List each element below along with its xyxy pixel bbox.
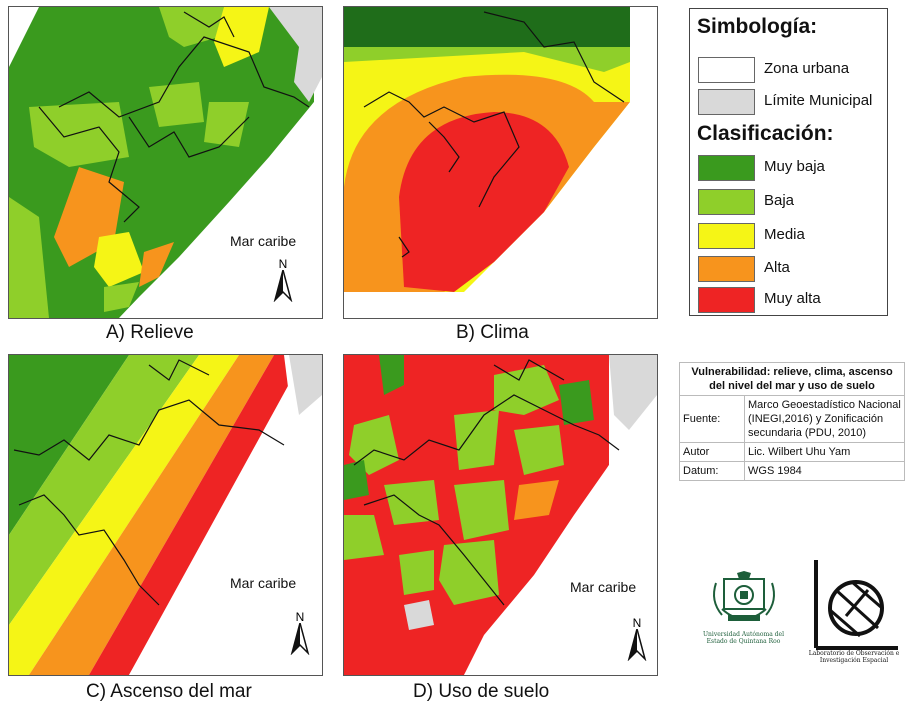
university-logo: Universidad Autónoma del Estado de Quint… [692,571,795,649]
legend-class-baja: Baja [698,189,883,215]
panel-caption-clima: B) Clima [456,322,529,343]
info-row-fuente: Fuente: Marco Geoestadístico Nacional (I… [679,395,905,443]
legend-label: Muy baja [764,158,825,175]
legend-swatch [698,256,755,282]
north-arrow-icon [290,620,310,656]
info-title-row: Vulnerabilidad: relieve, clima, ascenso … [679,362,905,396]
legend-item-zona-urbana: Zona urbana [698,57,883,83]
north-letter: N [632,616,642,630]
university-name-line2: Estado de Quintana Roo [706,638,781,645]
legend-swatch [698,89,755,115]
lab-name-line1: Laboratorio de Observación e [808,650,900,657]
legend-class-title: Clasificación: [697,122,834,145]
map-legend: Simbología: Zona urbana Límite Municipal… [689,8,888,316]
sea-label-uso-suelo: Mar caribe [570,579,637,595]
legend-swatch [698,223,755,249]
legend-class-media: Media [698,223,883,249]
lab-emblem-icon [814,560,898,650]
panel-caption-uso-suelo: D) Uso de suelo [413,681,550,702]
north-arrow-icon [273,267,293,303]
legend-label: Muy alta [764,290,821,307]
north-arrow-relieve: N [272,258,294,304]
info-value: Lic. Wilbert Uhu Yam [744,442,905,462]
legend-class-muy-baja: Muy baja [698,155,883,181]
ascenso-mar-map-graphic [9,355,322,675]
info-key: Autor [679,442,745,462]
lab-name-line2: Investigación Espacial [819,657,889,664]
north-arrow-uso-suelo: N [626,617,648,663]
legend-label: Zona urbana [764,60,850,77]
info-key: Datum: [679,461,745,481]
map-panel-uso-suelo [343,354,658,676]
legend-label: Baja [764,192,795,209]
info-row-autor: Autor Lic. Wilbert Uhu Yam [679,442,905,462]
info-key: Fuente: [679,395,745,443]
north-letter: N [295,610,305,624]
north-letter: N [278,257,288,271]
university-logo-text: Universidad Autónoma del Estado de Quint… [692,631,795,645]
legend-swatch [698,155,755,181]
legend-label: Media [764,226,805,243]
uso-suelo-map-graphic [344,355,657,675]
map-panel-ascenso-mar [8,354,323,676]
info-row-datum: Datum: WGS 1984 [679,461,905,481]
clima-map-graphic [344,7,657,318]
legend-class-muy-alta: Muy alta [698,287,883,313]
legend-label: Límite Municipal [764,92,873,109]
lab-logo-text: Laboratorio de Observación e Investigaci… [808,650,900,664]
lab-logo: Laboratorio de Observación e Investigaci… [808,558,900,666]
legend-title: Simbología: [697,15,818,38]
north-arrow-icon [627,626,647,662]
legend-item-limite-municipal: Límite Municipal [698,89,883,115]
university-name-line1: Universidad Autónoma del [703,631,784,638]
university-emblem-icon [713,571,775,621]
relieve-map-graphic [9,7,322,318]
legend-class-alta: Alta [698,256,883,282]
info-value: Marco Geoestadístico Nacional (INEGI,201… [744,395,905,443]
map-panel-clima [343,6,658,319]
legend-swatch [698,57,755,83]
north-arrow-ascenso-mar: N [289,611,311,657]
legend-swatch [698,189,755,215]
map-info-table: Vulnerabilidad: relieve, clima, ascenso … [679,362,905,481]
map-panel-relieve [8,6,323,319]
panel-caption-relieve: A) Relieve [106,322,194,343]
sea-label-ascenso-mar: Mar caribe [230,575,297,591]
legend-label: Alta [764,259,790,276]
sea-label-relieve: Mar caribe [230,233,297,249]
info-title: Vulnerabilidad: relieve, clima, ascenso … [679,362,905,396]
info-value: WGS 1984 [744,461,905,481]
panel-caption-ascenso-mar: C) Ascenso del mar [86,681,252,702]
legend-swatch [698,287,755,313]
